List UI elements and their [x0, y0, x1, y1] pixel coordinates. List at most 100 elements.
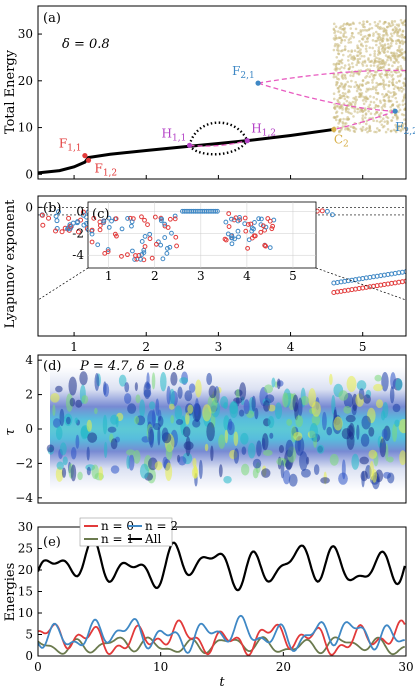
- bifurcation-point: [85, 157, 92, 163]
- inset-point-blue: [215, 208, 220, 214]
- inset-point-blue: [165, 246, 170, 251]
- inset-point-blue: [147, 231, 153, 237]
- chaotic-point: [337, 87, 340, 90]
- chaotic-point: [339, 25, 343, 29]
- heatmap-cell: [74, 417, 78, 424]
- chaotic-point: [336, 114, 339, 118]
- chaotic-point: [401, 30, 405, 33]
- chaotic-point: [375, 127, 379, 130]
- chaotic-point: [376, 26, 380, 29]
- chaotic-point: [340, 58, 344, 62]
- chaotic-point: [375, 39, 378, 43]
- chaotic-point: [368, 46, 372, 49]
- chaotic-point: [351, 65, 355, 69]
- chaotic-point: [398, 35, 401, 38]
- heatmap-cell: [128, 454, 135, 471]
- chaotic-point: [369, 95, 372, 98]
- panel-d-ytick-label: −2: [15, 456, 33, 470]
- chaotic-point: [353, 126, 356, 130]
- chaotic-point: [342, 102, 346, 105]
- chaotic-point: [352, 35, 356, 39]
- inset-point-red: [119, 253, 124, 259]
- heatmap-cell: [70, 447, 77, 460]
- inset-point-blue: [229, 235, 234, 241]
- inset-point-blue: [162, 235, 168, 240]
- chaotic-point: [340, 74, 344, 78]
- chaotic-point: [332, 62, 336, 66]
- heatmap-cell: [381, 372, 389, 392]
- chaotic-point: [364, 100, 368, 103]
- heatmap-cell: [177, 386, 183, 399]
- inset-point-red: [242, 215, 248, 221]
- chaotic-point: [389, 24, 393, 28]
- chaotic-point: [372, 77, 376, 80]
- heatmap-cell: [333, 416, 343, 431]
- chaotic-point: [364, 40, 367, 44]
- heatmap-cell: [94, 372, 100, 391]
- chaotic-point: [391, 28, 395, 32]
- heatmap-cell: [361, 415, 371, 430]
- panel-e-ytick-label: 30: [18, 520, 33, 534]
- chaotic-point: [334, 34, 337, 37]
- inset-point-blue: [139, 239, 145, 244]
- chaotic-point: [383, 33, 386, 37]
- chaotic-point: [367, 109, 370, 113]
- inset-point-blue: [252, 220, 257, 225]
- chaotic-point: [365, 44, 368, 48]
- heatmap-cell: [252, 458, 262, 469]
- series-line: [38, 537, 406, 592]
- bifurcation-label: F1,1: [59, 137, 82, 154]
- chaotic-point: [354, 95, 358, 99]
- chaotic-point: [357, 50, 361, 53]
- chaotic-point: [365, 29, 369, 32]
- inset-point-blue: [164, 251, 170, 256]
- periodic-lower-branch: [188, 139, 249, 156]
- chaotic-point: [387, 22, 391, 25]
- chaotic-point: [349, 125, 353, 129]
- chaotic-point: [398, 108, 402, 112]
- chaotic-point: [339, 117, 342, 121]
- chaotic-point: [376, 64, 380, 68]
- heatmap-cell: [86, 466, 91, 476]
- chaotic-point: [334, 25, 338, 29]
- chaotic-point: [344, 35, 348, 39]
- chaotic-point: [364, 113, 368, 116]
- chaotic-point: [384, 83, 388, 87]
- heatmap-cell: [206, 422, 215, 442]
- lyap-point-red: [80, 209, 86, 215]
- chaotic-point: [371, 78, 374, 82]
- heatmap-cell: [386, 456, 394, 463]
- unstable-hopf-branch: [189, 140, 248, 147]
- chaotic-point: [341, 53, 345, 57]
- chaotic-point: [368, 124, 371, 128]
- chaotic-point: [400, 51, 404, 55]
- heatmap-cell: [389, 386, 395, 404]
- chaotic-point: [361, 38, 365, 41]
- chaotic-point: [397, 39, 400, 43]
- chaotic-point: [400, 39, 404, 43]
- inset-point-blue: [160, 256, 166, 262]
- chaotic-point: [400, 90, 404, 93]
- chaotic-point: [403, 40, 406, 44]
- heatmap-cell: [174, 405, 183, 420]
- chaotic-point: [391, 116, 395, 119]
- chaotic-point: [368, 103, 372, 107]
- chaotic-point: [353, 110, 357, 113]
- heatmap-cell: [326, 426, 333, 436]
- chaotic-point: [371, 87, 375, 91]
- chaotic-point: [383, 43, 387, 46]
- chaotic-point: [364, 122, 368, 126]
- bifurcation-point: [186, 142, 193, 148]
- chaotic-point: [380, 72, 383, 75]
- heatmap-cell: [394, 419, 400, 427]
- chaotic-point: [347, 85, 351, 88]
- chaotic-point: [366, 81, 369, 84]
- chaotic-point: [375, 130, 378, 134]
- chaotic-point: [354, 80, 358, 84]
- heatmap-cell: [91, 464, 99, 480]
- chaotic-point: [402, 81, 405, 85]
- chaotic-point: [347, 38, 351, 42]
- chaotic-point: [381, 125, 385, 129]
- chaotic-point: [343, 38, 347, 42]
